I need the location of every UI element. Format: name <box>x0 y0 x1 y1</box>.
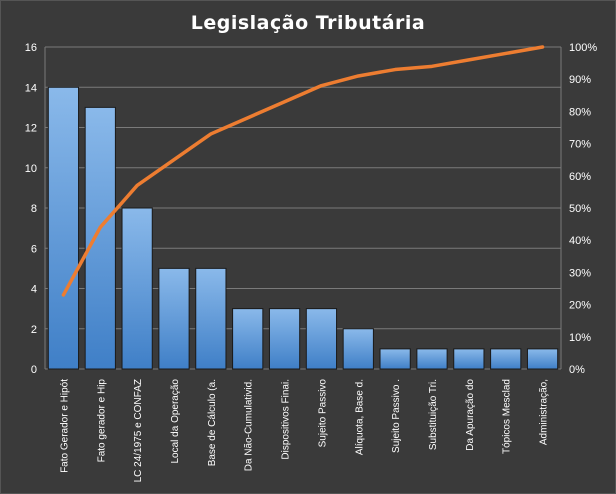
left-tick-label: 10 <box>25 163 37 175</box>
left-tick-label: 2 <box>31 324 37 336</box>
left-axis: 0 2 4 6 8 10 12 14 16 <box>25 42 37 376</box>
bar <box>416 348 448 370</box>
category-label: LC 24/1975 e CONFAZ <box>133 379 144 482</box>
right-tick-label: 0% <box>569 364 585 376</box>
right-tick-label: 90% <box>569 74 591 86</box>
left-tick-label: 0 <box>31 364 37 376</box>
left-tick-label: 4 <box>31 284 37 296</box>
right-tick-label: 60% <box>569 171 591 183</box>
right-tick-label: 30% <box>569 267 591 279</box>
left-tick-label: 12 <box>25 123 37 135</box>
bar <box>453 348 485 370</box>
category-label: Fato gerador e Hip <box>96 379 107 463</box>
bar <box>268 308 301 370</box>
right-tick-label: 20% <box>569 300 591 312</box>
bar <box>121 207 153 370</box>
right-tick-label: 70% <box>569 139 591 151</box>
bars <box>47 86 559 370</box>
chart-title: Legislação Tributária <box>191 12 426 34</box>
category-label: Dispositivos Finai. <box>281 379 292 460</box>
bar <box>342 328 374 370</box>
cumulative-line <box>61 45 545 297</box>
category-label: Base de Cálculo (a. <box>207 379 218 466</box>
bar <box>232 308 264 370</box>
right-tick-label: 40% <box>569 235 591 247</box>
bar <box>379 348 411 370</box>
cumulative-series-line <box>61 45 545 297</box>
category-label: Sujeito Passivo <box>317 379 328 448</box>
bar <box>526 348 559 370</box>
category-label: Fato Gerador e Hipót <box>59 379 70 473</box>
bar <box>195 267 227 370</box>
bar <box>490 348 522 370</box>
right-tick-label: 100% <box>569 42 597 54</box>
left-tick-label: 16 <box>25 42 37 54</box>
category-label: Da Apuração do <box>465 379 476 451</box>
right-tick-label: 80% <box>569 106 591 118</box>
category-label: Alíquota, Base d. <box>354 379 365 455</box>
category-label: Substituição Tri. <box>428 379 439 450</box>
right-tick-label: 10% <box>569 332 591 344</box>
bar <box>47 86 80 370</box>
bar <box>158 267 190 370</box>
category-label: Sujeito Passivo . <box>391 379 402 453</box>
category-label: Local da Operação <box>170 379 181 464</box>
left-tick-label: 14 <box>25 82 37 94</box>
category-axis: Fato Gerador e Hipót Fato gerador e Hip LC… <box>59 379 549 483</box>
category-label: Da Não-Cumulativid. <box>244 379 255 471</box>
bar <box>84 106 116 370</box>
bar <box>305 308 338 370</box>
left-tick-label: 6 <box>31 243 37 255</box>
category-label: Administração, <box>539 379 550 445</box>
right-tick-label: 50% <box>569 203 591 215</box>
category-label: Tópicos Mesclad <box>502 379 513 454</box>
left-tick-label: 8 <box>31 203 37 215</box>
right-axis: 0% 10% 20% 30% 40% 50% 60% 70% 80% 90% 100% <box>569 42 597 376</box>
